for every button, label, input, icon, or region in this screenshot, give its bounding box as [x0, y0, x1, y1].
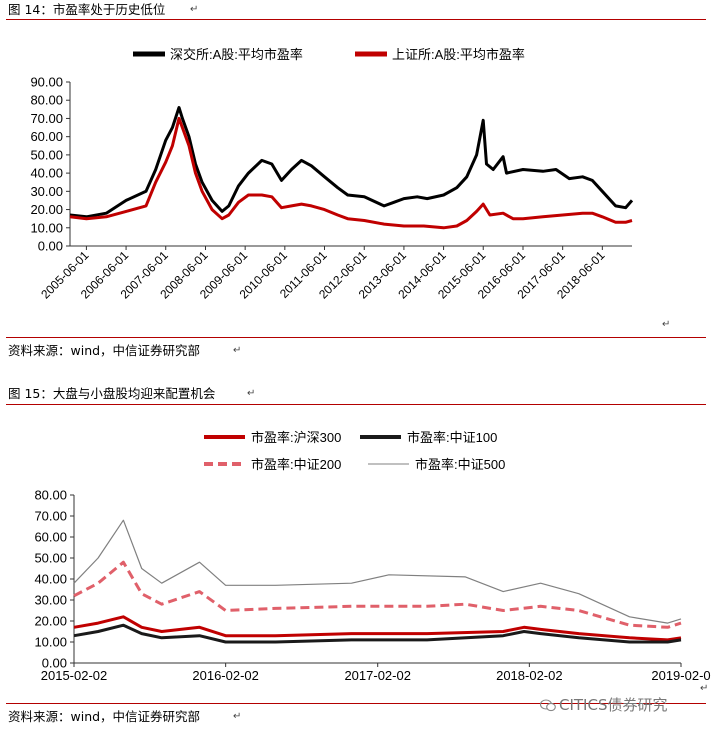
legend-label-sse: 上证所:A股:平均市盈率 — [392, 47, 525, 62]
legend-label-csi200: 市盈率:中证200 — [251, 457, 341, 472]
y-tick-label: 20.00 — [34, 614, 67, 629]
figure-15-bottom-rule — [6, 703, 706, 704]
legend-label-csi100: 市盈率:中证100 — [407, 430, 497, 445]
y-tick-label: 10.00 — [30, 220, 63, 235]
y-tick-label: 70.00 — [30, 111, 63, 126]
y-tick-label: 70.00 — [34, 509, 67, 524]
return-mark-icon: ↵ — [247, 388, 256, 399]
y-tick-label: 0.00 — [38, 239, 63, 254]
x-tick-label: 2015-02-02 — [41, 668, 108, 683]
y-tick-label: 30.00 — [34, 593, 67, 608]
y-tick-label: 80.00 — [34, 488, 67, 503]
return-mark-icon: ↵ — [662, 319, 671, 330]
y-tick-label: 60.00 — [30, 129, 63, 144]
y-tick-label: 80.00 — [30, 93, 63, 108]
y-tick-label: 30.00 — [30, 184, 63, 199]
y-tick-label: 60.00 — [34, 530, 67, 545]
figure-14-source: 资料来源：wind，中信证券研究部 — [8, 343, 201, 358]
watermark: CITICS债券研究 — [539, 694, 668, 715]
return-mark-icon: ↵ — [700, 683, 709, 694]
figure-15-top-rule — [6, 404, 706, 405]
watermark-text: CITICS债券研究 — [559, 696, 668, 714]
y-tick-label: 20.00 — [30, 202, 63, 217]
legend-label-hs300: 市盈率:沪深300 — [251, 430, 341, 445]
y-tick-label: 50.00 — [30, 147, 63, 162]
series-line-1 — [73, 623, 682, 644]
series-line-0 — [73, 615, 682, 642]
y-tick-label: 40.00 — [30, 166, 63, 181]
x-tick-label: 2019-02-0 — [651, 668, 710, 683]
figure-15-title: 图 15：大盘与小盘股均迎来配置机会 — [8, 386, 216, 401]
figure-14-bottom-rule — [6, 337, 706, 338]
return-mark-icon: ↵ — [190, 4, 199, 15]
return-mark-icon: ↵ — [233, 345, 242, 356]
return-mark-icon: ↵ — [233, 711, 242, 722]
x-tick-label: 2016-02-02 — [192, 668, 259, 683]
series-line-0 — [69, 106, 634, 219]
x-tick-label: 2017-02-02 — [344, 668, 411, 683]
wechat-icon — [539, 699, 556, 712]
figure-14-title: 图 14：市盈率处于历史低位 — [8, 2, 166, 17]
series-line-2 — [73, 560, 682, 629]
legend-label-szse: 深交所:A股:平均市盈率 — [170, 47, 303, 62]
y-tick-label: 90.00 — [30, 75, 63, 90]
chart2-legend: 市盈率:沪深300 市盈率:中证100 市盈率:中证200 市盈率:中证500 — [204, 430, 505, 472]
figure-14-top-rule — [6, 19, 706, 20]
figure-15-source: 资料来源：wind，中信证券研究部 — [8, 709, 201, 724]
series-line-3 — [73, 519, 682, 624]
y-tick-label: 0.00 — [42, 656, 67, 671]
chart-pe-indices: 市盈率:沪深300 市盈率:中证100 市盈率:中证200 市盈率:中证500 … — [34, 430, 710, 683]
x-tick-label: 2018-02-02 — [496, 668, 563, 683]
legend-label-csi500: 市盈率:中证500 — [415, 457, 505, 472]
chart1-legend: 深交所:A股:平均市盈率 上证所:A股:平均市盈率 — [133, 47, 525, 62]
y-tick-label: 10.00 — [34, 635, 67, 650]
chart-pe-exchanges: 深交所:A股:平均市盈率 上证所:A股:平均市盈率 0.00 10.00 20.00… — [30, 47, 634, 302]
y-tick-label: 50.00 — [34, 551, 67, 566]
y-tick-label: 40.00 — [34, 572, 67, 587]
series-line-1 — [69, 116, 633, 230]
